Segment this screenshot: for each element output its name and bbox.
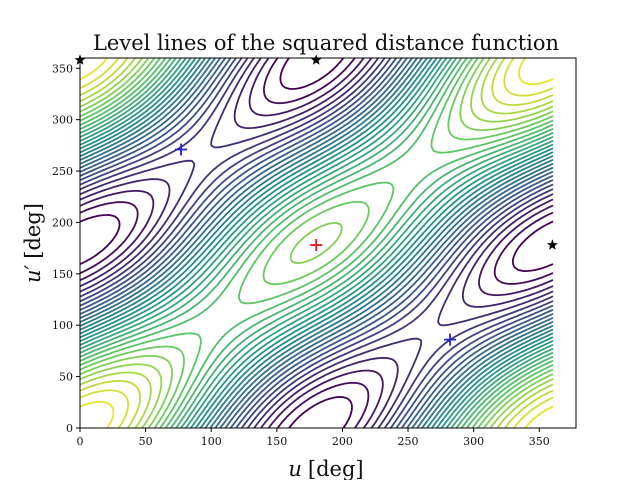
contour-level-6 bbox=[80, 58, 554, 428]
marker-plus-center bbox=[310, 239, 323, 252]
contour-level-9 bbox=[80, 58, 554, 428]
marker-plus-lower-right bbox=[444, 333, 457, 346]
contour-level-8 bbox=[80, 58, 554, 428]
contour-level-1 bbox=[80, 58, 554, 428]
y-tick-label: 250 bbox=[52, 165, 73, 178]
contour-level-27 bbox=[80, 58, 554, 428]
y-tick-label: 50 bbox=[59, 371, 73, 384]
x-axis-label: u [deg] bbox=[288, 457, 363, 480]
contour-level-17 bbox=[80, 58, 554, 428]
contour-level-2 bbox=[80, 58, 554, 428]
y-tick-label: 350 bbox=[52, 62, 73, 75]
x-tick-label: 200 bbox=[332, 435, 353, 448]
contour-lines bbox=[80, 58, 554, 428]
y-axis-variable: u′ bbox=[21, 264, 45, 283]
chart-title: Level lines of the squared distance func… bbox=[93, 31, 559, 55]
y-tick-label: 100 bbox=[52, 319, 73, 332]
marker-plus-upper-left bbox=[175, 143, 188, 156]
contour-level-7 bbox=[80, 58, 554, 428]
contour-level-18 bbox=[80, 58, 554, 428]
contour-level-23 bbox=[80, 58, 554, 428]
x-axis-unit: [deg] bbox=[308, 457, 364, 480]
x-tick-label: 100 bbox=[201, 435, 222, 448]
contour-level-3 bbox=[80, 58, 554, 428]
contour-level-19 bbox=[80, 58, 554, 428]
marker-star-star-right bbox=[546, 239, 558, 250]
x-tick-label: 0 bbox=[77, 435, 84, 448]
contour-level-21 bbox=[80, 58, 554, 428]
y-tick-label: 300 bbox=[52, 114, 73, 127]
x-tick-label: 250 bbox=[398, 435, 419, 448]
contour-level-26 bbox=[80, 58, 554, 428]
x-tick-label: 150 bbox=[266, 435, 287, 448]
x-axis: 0 50 100 150 200 250 300 350 bbox=[77, 428, 550, 448]
y-tick-label: 150 bbox=[52, 268, 73, 281]
contour-level-29 bbox=[80, 58, 554, 428]
x-tick-label: 350 bbox=[529, 435, 550, 448]
x-tick-label: 50 bbox=[139, 435, 153, 448]
contour-level-22 bbox=[80, 58, 554, 428]
y-axis: 0 50 100 150 200 250 300 350 bbox=[52, 62, 80, 435]
x-axis-variable: u bbox=[288, 457, 302, 480]
contour-level-13 bbox=[80, 58, 554, 428]
contour-level-11 bbox=[80, 58, 554, 428]
contour-level-25 bbox=[80, 58, 554, 428]
y-tick-label: 0 bbox=[66, 422, 73, 435]
plot-frame bbox=[79, 57, 577, 429]
y-axis-unit: [deg] bbox=[21, 203, 45, 259]
y-tick-label: 200 bbox=[52, 216, 73, 229]
contour-level-20 bbox=[80, 58, 554, 428]
contour-level-16 bbox=[80, 58, 554, 428]
y-axis-label: u′ [deg] bbox=[21, 203, 45, 283]
contour-level-15 bbox=[80, 58, 554, 428]
contour-level-5 bbox=[80, 58, 554, 428]
contour-level-4 bbox=[80, 58, 554, 428]
x-tick-label: 300 bbox=[463, 435, 484, 448]
marker-star-star-top bbox=[310, 54, 322, 65]
